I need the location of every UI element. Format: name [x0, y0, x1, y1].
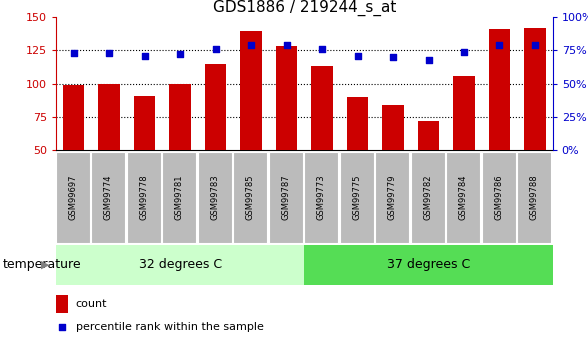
Point: [459, 49, 469, 55]
Bar: [240, 30, 262, 150]
Bar: [127, 152, 161, 243]
Text: GSM99779: GSM99779: [388, 175, 397, 220]
Text: temperature: temperature: [3, 258, 82, 271]
Bar: [276, 47, 297, 150]
Text: GSM99774: GSM99774: [104, 175, 113, 220]
Title: GDS1886 / 219244_s_at: GDS1886 / 219244_s_at: [213, 0, 396, 16]
Text: percentile rank within the sample: percentile rank within the sample: [76, 323, 263, 333]
Bar: [205, 64, 226, 150]
Bar: [489, 29, 510, 150]
Text: GSM99778: GSM99778: [139, 175, 148, 220]
Point: [530, 42, 540, 48]
Point: [353, 53, 362, 59]
Text: GSM99697: GSM99697: [68, 175, 78, 220]
Bar: [56, 152, 90, 243]
Bar: [312, 66, 333, 150]
Text: GSM99787: GSM99787: [281, 175, 290, 220]
Point: [318, 46, 327, 52]
Bar: [134, 96, 155, 150]
Point: [140, 53, 149, 59]
Bar: [482, 152, 516, 243]
Text: 37 degrees C: 37 degrees C: [387, 258, 470, 271]
Text: ▶: ▶: [41, 260, 49, 270]
Bar: [347, 97, 368, 150]
Bar: [56, 245, 304, 285]
Bar: [162, 152, 196, 243]
Bar: [304, 152, 338, 243]
Text: GSM99773: GSM99773: [317, 175, 326, 220]
Bar: [411, 152, 445, 243]
Point: [282, 42, 291, 48]
Bar: [418, 121, 439, 150]
Text: GSM99788: GSM99788: [530, 175, 539, 220]
Text: GSM99781: GSM99781: [175, 175, 184, 220]
Bar: [517, 152, 552, 243]
Point: [388, 55, 397, 60]
Text: GSM99783: GSM99783: [211, 175, 219, 220]
Bar: [63, 85, 84, 150]
Point: [175, 52, 185, 57]
Point: [105, 50, 114, 56]
Bar: [98, 83, 120, 150]
Bar: [169, 83, 191, 150]
Point: [58, 325, 67, 330]
Text: GSM99785: GSM99785: [246, 175, 255, 220]
Text: count: count: [76, 299, 107, 309]
Point: [69, 50, 78, 56]
Bar: [340, 152, 374, 243]
Text: GSM99786: GSM99786: [495, 175, 503, 220]
Bar: [233, 152, 268, 243]
Bar: [524, 28, 546, 150]
Point: [246, 42, 256, 48]
Bar: [453, 76, 475, 150]
Point: [424, 57, 433, 62]
Bar: [382, 105, 403, 150]
Bar: [446, 152, 480, 243]
Text: GSM99784: GSM99784: [459, 175, 468, 220]
Bar: [91, 152, 125, 243]
Text: 32 degrees C: 32 degrees C: [139, 258, 222, 271]
Text: GSM99775: GSM99775: [352, 175, 361, 220]
Point: [495, 42, 504, 48]
Text: GSM99782: GSM99782: [423, 175, 432, 220]
Bar: [56, 295, 68, 313]
Bar: [304, 245, 553, 285]
Bar: [198, 152, 232, 243]
Bar: [269, 152, 303, 243]
Bar: [375, 152, 409, 243]
Point: [211, 46, 220, 52]
